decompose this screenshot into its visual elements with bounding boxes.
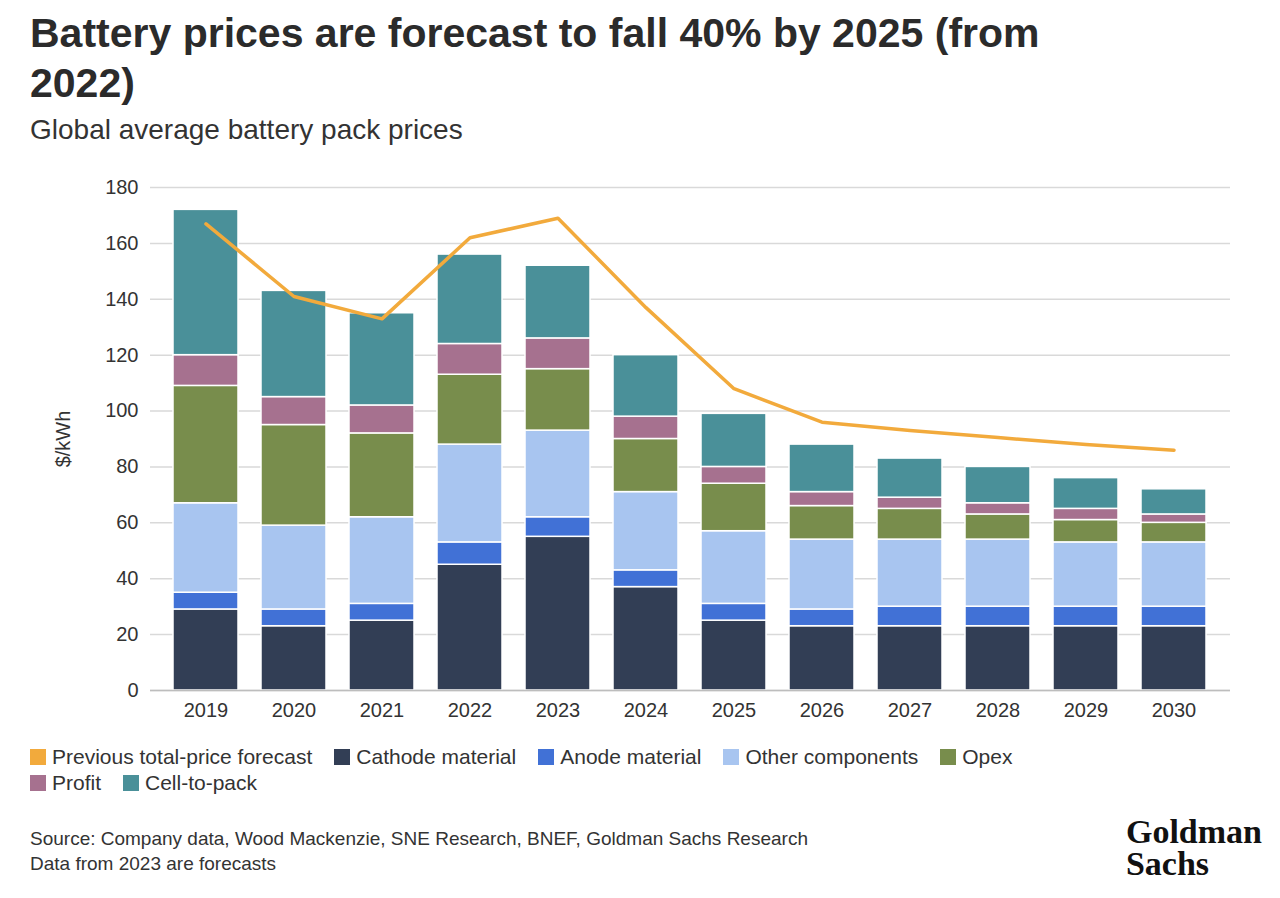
svg-text:2019: 2019: [184, 699, 229, 721]
svg-text:180: 180: [105, 176, 138, 198]
svg-text:160: 160: [105, 232, 138, 254]
svg-text:0: 0: [127, 679, 138, 701]
svg-text:2027: 2027: [888, 699, 933, 721]
html-text:Goldman: Goldman: [1126, 813, 1262, 850]
svg-text:120: 120: [105, 344, 138, 366]
html-text:Profit: Profit: [52, 771, 101, 794]
svg-text:2024: 2024: [624, 699, 669, 721]
svg-text:40: 40: [116, 567, 138, 589]
html-text:Source: Company data, Wood Mac: Source: Company data, Wood Mackenzie, SN…: [30, 828, 808, 849]
svg-text:2026: 2026: [800, 699, 845, 721]
svg-text:100: 100: [105, 399, 138, 421]
html-text:Global average battery pack pr: Global average battery pack prices: [30, 114, 463, 145]
svg-text:2029: 2029: [1064, 699, 1109, 721]
svg-text:2022: 2022: [448, 699, 493, 721]
html-text:Battery prices are forecast to: Battery prices are forecast to fall 40% …: [30, 10, 1040, 106]
html-text:Opex: Opex: [962, 745, 1013, 768]
html-text:Anode material: Anode material: [560, 745, 702, 768]
svg-text:2028: 2028: [976, 699, 1021, 721]
svg-text:2020: 2020: [272, 699, 317, 721]
html-text:Other components: Other components: [745, 745, 919, 768]
svg-text:20: 20: [116, 623, 138, 645]
html-text:Previous total-price forecast: Previous total-price forecast: [52, 745, 313, 768]
svg-text:2030: 2030: [1152, 699, 1197, 721]
html-text:Data from 2023 are forecasts: Data from 2023 are forecasts: [30, 853, 277, 874]
svg-text:80: 80: [116, 455, 138, 477]
svg-text:2023: 2023: [536, 699, 581, 721]
svg-text:$/kWh: $/kWh: [52, 411, 74, 468]
svg-text:60: 60: [116, 511, 138, 533]
svg-text:2021: 2021: [360, 699, 405, 721]
svg-text:2025: 2025: [712, 699, 757, 721]
html-text:Cell-to-pack: Cell-to-pack: [145, 771, 258, 794]
html-text:Cathode material: Cathode material: [356, 745, 517, 768]
svg-text:140: 140: [105, 288, 138, 310]
html-text:Sachs: Sachs: [1126, 845, 1210, 882]
